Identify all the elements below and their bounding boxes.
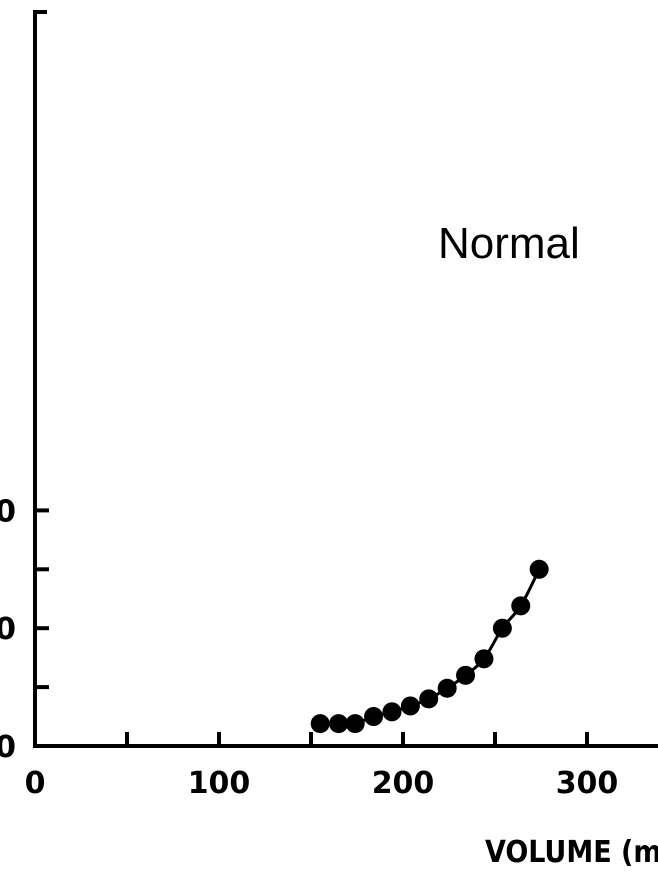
series-label-normal: Normal [438, 219, 580, 268]
data-point-6 [419, 689, 439, 709]
y-tick-label-10: 0 [0, 612, 16, 647]
y-tick-label-20: 0 [0, 494, 16, 529]
data-point-11 [511, 596, 531, 616]
x-tick-label-100: 100 [188, 766, 251, 801]
x-ticks: 0 100 200 300 [25, 732, 619, 801]
y-tick-label-0: 0 [0, 730, 16, 765]
axes [33, 12, 658, 748]
data-point-3 [364, 707, 384, 727]
data-point-0 [310, 714, 330, 734]
data-point-5 [400, 696, 420, 716]
y-ticks: 0 0 0 [0, 10, 49, 765]
data-point-1 [329, 714, 349, 734]
x-axis-label: VOLUME (m [485, 835, 658, 870]
data-point-7 [437, 678, 457, 698]
data-point-2 [345, 714, 365, 734]
x-tick-label-200: 200 [372, 766, 435, 801]
x-tick-label-0: 0 [25, 766, 46, 801]
data-point-12 [529, 559, 549, 579]
data-point-8 [456, 665, 476, 685]
x-tick-label-300: 300 [556, 766, 619, 801]
data-point-9 [474, 649, 494, 669]
data-points [310, 559, 549, 734]
data-point-10 [492, 618, 512, 638]
data-point-4 [382, 702, 402, 722]
